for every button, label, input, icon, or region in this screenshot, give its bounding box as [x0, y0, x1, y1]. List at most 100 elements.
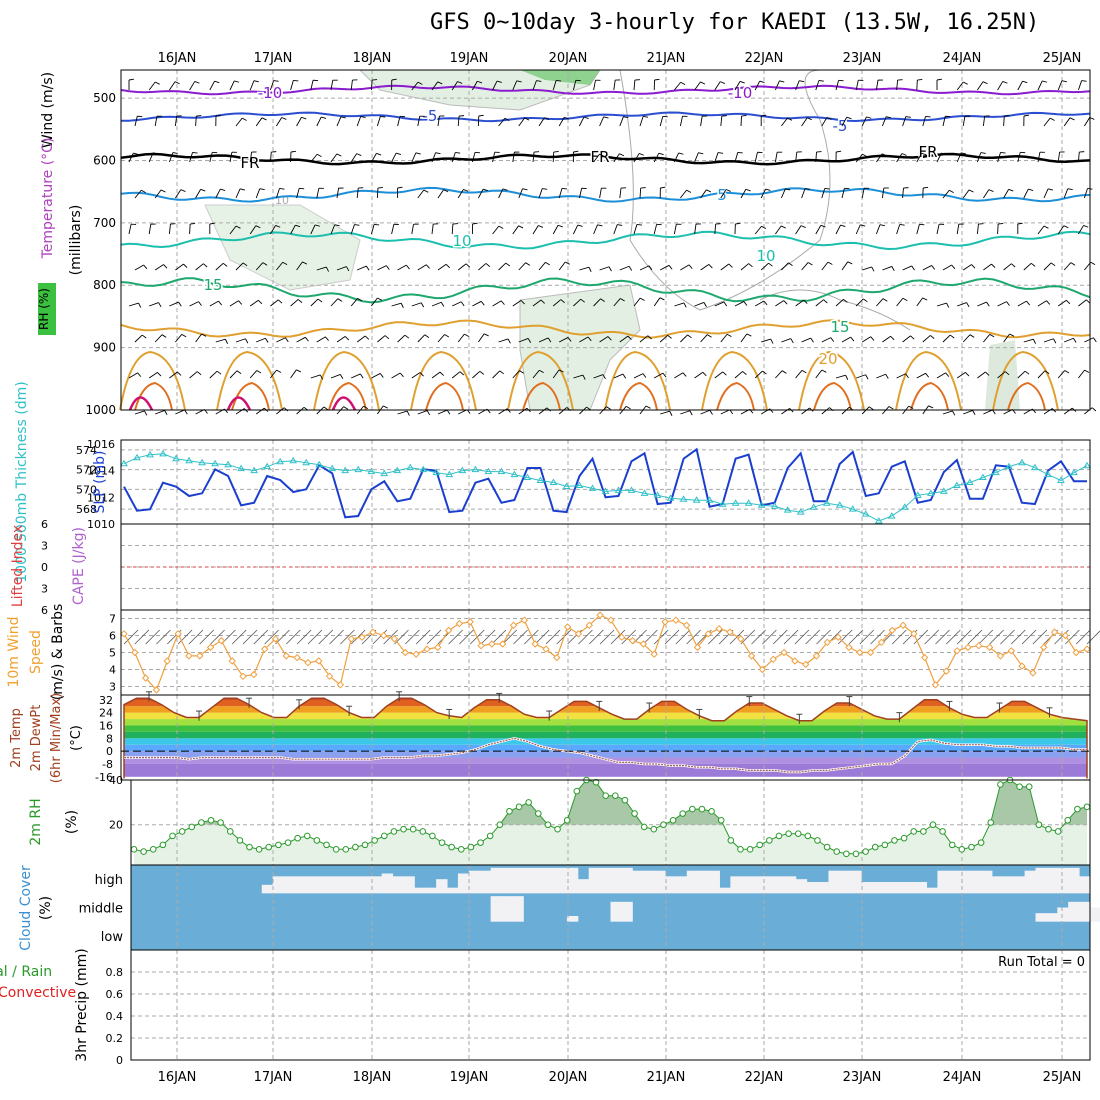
cloud-high-clear — [327, 876, 339, 894]
surface-wind-barb — [286, 629, 301, 645]
temp-band — [124, 763, 1087, 777]
wind-barb — [1033, 339, 1036, 344]
wind-barb — [578, 116, 585, 127]
wind-barb — [276, 117, 283, 127]
wind-barb — [330, 298, 339, 307]
wind-barb — [983, 409, 993, 415]
wind-barb — [1002, 81, 1008, 84]
wind-barb — [446, 409, 451, 415]
wind-barb — [821, 337, 831, 343]
wind-tick: 5 — [109, 647, 116, 660]
wind-barb — [423, 189, 429, 193]
t2-tick: 16 — [99, 719, 113, 732]
wind-barb — [426, 410, 431, 416]
wind-barb — [1037, 152, 1041, 163]
thickness-point — [159, 449, 167, 457]
wind-barb — [357, 297, 363, 302]
wind-barb — [1081, 80, 1087, 82]
wind-barb — [740, 189, 747, 199]
wind-barb — [917, 78, 923, 81]
rh-point — [438, 839, 446, 846]
surface-wind-barb — [1010, 629, 1026, 645]
wind-barb — [1043, 408, 1053, 415]
thickness-tick: 570 — [76, 483, 97, 496]
wind-barb — [956, 224, 960, 235]
wind-barb — [215, 114, 221, 117]
wind-barb — [296, 406, 305, 415]
wind-barb — [613, 153, 620, 163]
wind-barb — [148, 372, 158, 379]
isotherm-label: 15 — [203, 276, 222, 294]
wind-barb — [359, 373, 364, 379]
wind-barb — [1084, 407, 1093, 415]
thickness-tick: 572 — [76, 464, 97, 477]
wind-barb — [679, 116, 683, 127]
wind-barb — [734, 371, 743, 379]
t2-tick: 8 — [106, 732, 113, 745]
cloud-high-clear — [501, 867, 513, 894]
cloud-high-clear — [348, 876, 361, 894]
chart-title: GFS 0~10day 3-hourly for KAEDI (13.5W, 1… — [430, 10, 1040, 35]
surface-wind-barb — [848, 629, 864, 645]
wind-barb — [800, 225, 806, 228]
wind-barb — [740, 263, 749, 271]
wind-speed-point — [336, 681, 345, 689]
thickness-point — [952, 481, 961, 488]
wind-barb — [700, 264, 710, 271]
wind-speed-point — [315, 657, 323, 665]
wind-barb — [882, 298, 888, 302]
wind-barb — [1009, 333, 1015, 337]
wind-speed-point — [607, 616, 615, 624]
precip-tick: 0.6 — [106, 988, 124, 1001]
t2-label-3: (6hr Min/Max) — [49, 693, 64, 783]
cloud-mid-clear — [621, 901, 633, 922]
isotherm-line — [120, 152, 1091, 166]
wind-barb — [477, 80, 483, 84]
wind-barb — [296, 369, 302, 373]
wind-speed-point — [1083, 645, 1091, 653]
surface-wind-barb — [913, 629, 929, 645]
wind-barb — [821, 188, 826, 199]
wind-barb — [607, 336, 612, 341]
thickness-point — [1044, 470, 1052, 478]
wind-speed-point — [174, 630, 182, 638]
wind-barb — [565, 261, 570, 265]
wind-barb — [821, 261, 829, 271]
wind-speed-point — [726, 628, 734, 636]
wind-barb — [552, 299, 562, 307]
wind-barb — [619, 335, 629, 343]
wind-barb — [567, 337, 572, 342]
wind-barb — [579, 406, 587, 415]
rh-point — [852, 850, 860, 858]
wind-speed-point — [672, 616, 680, 624]
wind-barb — [351, 373, 361, 379]
ua-temp-label: Temperature (°C) — [40, 138, 56, 260]
isotherm-label: 15 — [830, 318, 849, 336]
wind-barb — [518, 117, 526, 127]
wind-barb — [952, 410, 956, 416]
wind-barb — [148, 224, 152, 235]
wind-speed-point — [769, 655, 777, 664]
wind-barb — [841, 116, 848, 127]
temp-band — [124, 751, 1087, 758]
wind-barb — [795, 370, 803, 379]
wind-barb — [214, 80, 220, 84]
wind-barb — [700, 81, 706, 85]
wind-barb — [761, 338, 771, 343]
cloud-high-clear — [981, 870, 993, 894]
wind-barb — [316, 153, 322, 158]
wind-barb — [613, 224, 618, 235]
wind-barb — [445, 263, 451, 269]
wind-barb — [255, 407, 265, 415]
wind-barb — [540, 299, 545, 304]
wind-barb — [888, 406, 894, 410]
isotherm-line — [121, 111, 1091, 123]
li-tick: 3 — [41, 583, 48, 596]
wind-barb — [855, 224, 861, 235]
slp-label: SLP (mb) — [92, 450, 108, 513]
wind-barb — [659, 297, 665, 301]
wind-barb — [972, 410, 976, 415]
wind-barb — [890, 335, 895, 341]
wind-barb — [386, 265, 390, 270]
wind-barb — [460, 301, 465, 307]
